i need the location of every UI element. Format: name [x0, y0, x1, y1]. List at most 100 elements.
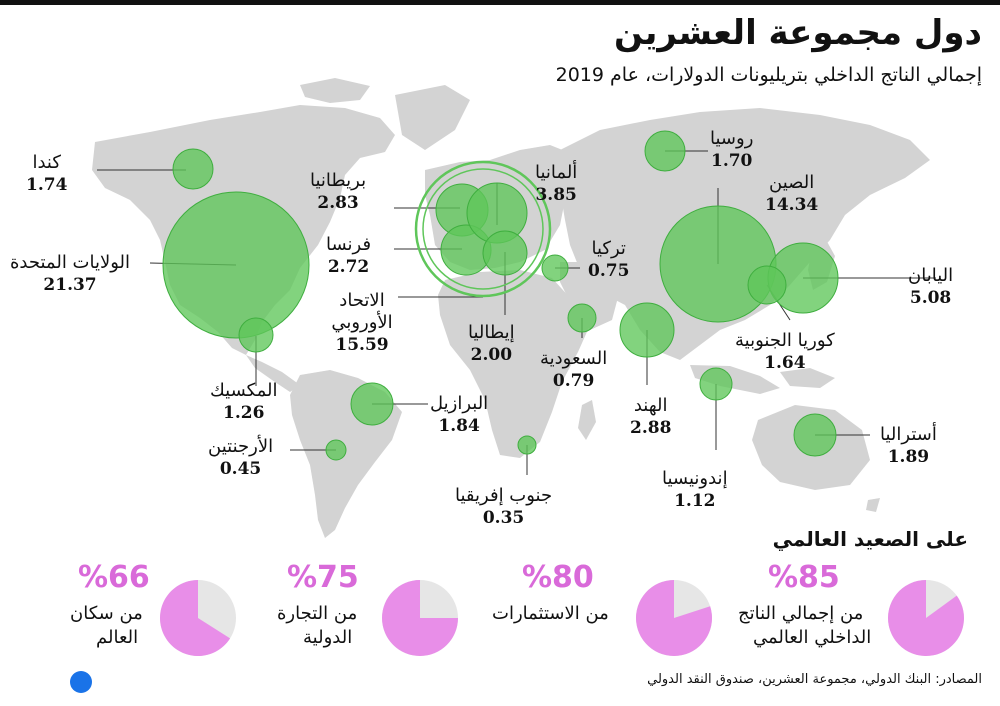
bubble-argentina	[325, 439, 347, 461]
stat-text-2: العالم	[96, 627, 139, 648]
label-korea: كوريا الجنوبية 1.64	[735, 330, 835, 374]
pie-chart	[888, 580, 964, 656]
pie-chart	[160, 580, 236, 656]
label-japan: اليابان 5.08	[908, 265, 953, 309]
country-value: 14.34	[765, 195, 819, 215]
label-italy: إيطاليا 2.00	[468, 322, 515, 366]
label-indonesia: إندونيسيا 1.12	[662, 468, 728, 512]
country-value: 2.83	[317, 193, 359, 213]
label-uk: بريطانيا 2.83	[310, 170, 366, 214]
country-value: 1.84	[438, 416, 480, 436]
source-note: المصادر: البنك الدولي، مجموعة العشرين، ص…	[647, 672, 982, 687]
country-name: الولايات المتحدة	[10, 252, 131, 273]
stat-gdp: %85 من إجمالي الناتج الداخلي العالمي	[738, 560, 978, 660]
country-value: 0.75	[588, 261, 630, 281]
label-canada: كندا 1.74	[26, 152, 67, 196]
label-south-africa: جنوب إفريقيا 0.35	[455, 485, 552, 529]
bubble-canada	[172, 148, 214, 190]
bubble-korea	[747, 265, 787, 305]
country-value: 1.74	[26, 175, 68, 195]
country-name: تركيا	[591, 238, 626, 259]
stat-text-2: الداخلي العالمي	[753, 627, 872, 648]
bubble-saudi	[567, 303, 597, 333]
bubble-indonesia	[699, 367, 733, 401]
bubble-australia	[793, 413, 837, 457]
country-name: اليابان	[908, 265, 954, 286]
pie-chart	[636, 580, 712, 656]
label-saudi: السعودية 0.79	[540, 348, 607, 392]
country-name: جنوب إفريقيا	[455, 485, 553, 506]
label-russia: روسيا 1.70	[710, 128, 753, 172]
country-name: ألمانيا	[535, 162, 578, 183]
country-value: 1.64	[764, 353, 806, 373]
stat-text-1: من سكان	[70, 603, 143, 624]
pie-share-slice	[636, 580, 712, 656]
bubble-usa	[162, 191, 310, 339]
country-value: 1.89	[887, 447, 930, 467]
eu-ring	[414, 160, 552, 298]
stat-percent: %75	[287, 560, 359, 595]
label-argentina: الأرجنتين 0.45	[208, 436, 273, 480]
country-name: الهند	[633, 395, 668, 416]
country-name: بريطانيا	[310, 170, 367, 191]
label-india: الهند 2.88	[630, 395, 671, 439]
country-value: 3.85	[535, 185, 577, 205]
country-name: إندونيسيا	[662, 468, 728, 489]
country-value: 1.26	[223, 403, 265, 423]
bubble-italy	[482, 230, 528, 276]
page-title: دول مجموعة العشرين	[614, 13, 982, 53]
country-value: 2.88	[630, 418, 672, 438]
country-name: البرازيل	[430, 393, 489, 414]
country-value: 15.59	[335, 335, 389, 355]
bubble-russia	[644, 130, 686, 172]
country-value: 0.45	[219, 459, 262, 479]
page-subtitle: إجمالي الناتج الداخلي بتريليونات الدولار…	[555, 64, 982, 86]
stat-text-1: من إجمالي الناتج	[738, 603, 864, 624]
pie-share-slice	[160, 580, 231, 656]
country-name: روسيا	[710, 128, 754, 149]
country-value: 1.12	[674, 491, 716, 511]
pie-chart	[382, 580, 458, 656]
bubble-china	[659, 205, 777, 323]
bubble-turkey	[541, 254, 569, 282]
label-usa: الولايات المتحدة 21.37	[10, 252, 130, 296]
country-name: السعودية	[540, 348, 608, 369]
label-germany: ألمانيا 3.85	[535, 162, 577, 206]
label-mexico: المكسيك 1.26	[210, 380, 278, 424]
country-name: الصين	[769, 172, 815, 193]
stat-text-1: من التجارة	[277, 603, 358, 624]
stat-population: %66 من سكان العالم	[60, 560, 260, 660]
stat-investment: %80 من الاستثمارات	[492, 560, 722, 660]
bubble-south-africa	[517, 435, 537, 455]
country-name: كندا	[32, 152, 61, 173]
gdp-bubbles	[162, 130, 839, 461]
country-name: كوريا الجنوبية	[735, 330, 835, 351]
country-value: 1.70	[710, 151, 753, 171]
country-name: الأرجنتين	[208, 436, 274, 457]
bubble-india	[619, 302, 675, 358]
country-value: 5.08	[909, 288, 952, 308]
stat-text-2: الدولية	[303, 627, 353, 648]
bubble-mexico	[238, 317, 274, 353]
country-name: فرنسا	[326, 234, 372, 255]
country-value: 2.72	[327, 257, 370, 277]
pie-share-slice	[382, 580, 458, 656]
label-china: الصين 14.34	[765, 172, 818, 216]
top-rule	[0, 0, 1000, 5]
stat-trade: %75 من التجارة الدولية	[275, 560, 475, 660]
stat-percent: %66	[78, 560, 150, 595]
label-turkey: تركيا 0.75	[588, 238, 629, 282]
country-value: 0.35	[482, 508, 525, 528]
label-australia: أستراليا 1.89	[880, 424, 937, 468]
country-value: 21.37	[43, 275, 97, 295]
stat-percent: %85	[768, 560, 840, 595]
label-france: فرنسا 2.72	[326, 234, 371, 278]
country-value: 0.79	[552, 371, 595, 391]
bubble-brazil	[350, 382, 394, 426]
world-heading: على الصعيد العالمي	[772, 527, 968, 551]
country-value: 2.00	[470, 345, 513, 365]
pie-share-slice	[888, 580, 964, 656]
stat-text-1: من الاستثمارات	[492, 603, 609, 624]
country-name: المكسيك	[210, 380, 278, 401]
label-brazil: البرازيل 1.84	[430, 393, 488, 437]
